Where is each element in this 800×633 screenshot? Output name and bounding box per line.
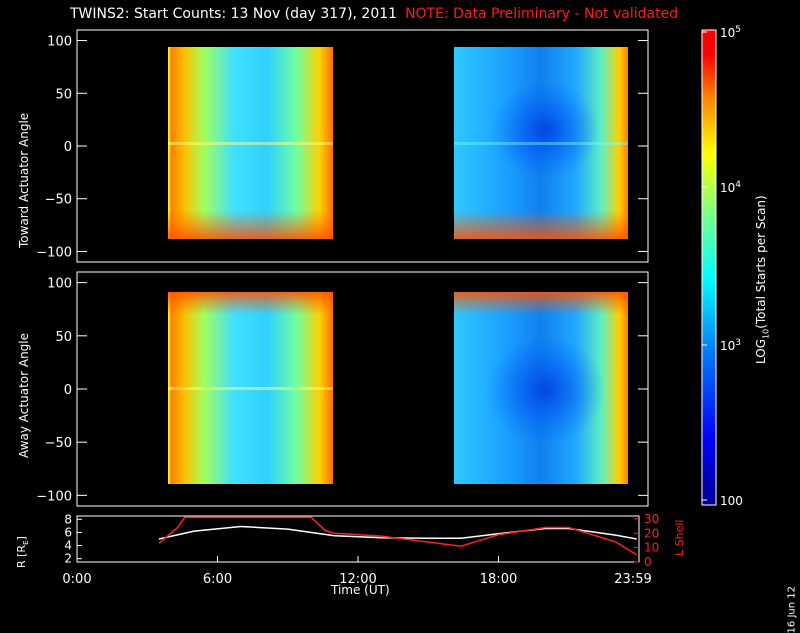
panel-away: 100 50 0 −50 −100 xyxy=(36,271,649,507)
panel1-heatmap-block-2 xyxy=(454,47,628,239)
xtick-label: 6:00 xyxy=(203,572,232,587)
title-note: NOTE: Data Preliminary - Not validated xyxy=(405,6,679,22)
panel1-ytick-label: 0 xyxy=(64,140,72,155)
colorbar-tick-label: 105 xyxy=(720,25,741,40)
title-main: TWINS2: Start Counts: 13 Nov (day 317), … xyxy=(70,6,398,22)
ephemeris-left-tick-label: 6 xyxy=(64,525,72,539)
panel1-ytick-label: 100 xyxy=(47,35,72,50)
xtick-label: 0:00 xyxy=(62,572,91,587)
colorbar: 105 104 103 100 xyxy=(701,25,743,508)
panel2-ytick-label: −100 xyxy=(36,489,72,504)
colorbar-gradient xyxy=(701,29,717,506)
ephemeris-left-tick-label: 4 xyxy=(64,539,72,553)
chart-title: TWINS2: Start Counts: 13 Nov (day 317), … xyxy=(70,6,678,22)
panel2-heatmap-block-2 xyxy=(454,292,628,484)
panel1-ytick-label: −100 xyxy=(36,245,72,260)
colorbar-tick-label: 103 xyxy=(720,338,741,353)
panel1-ytick-label: −50 xyxy=(45,193,72,208)
x-axis-label: Time (UT) xyxy=(331,583,390,597)
ephemeris-right-tick-label: 0 xyxy=(644,555,652,569)
r-line xyxy=(158,525,637,540)
panel2-ytick-label: 0 xyxy=(64,383,72,398)
colorbar-tick-label: 100 xyxy=(720,494,743,508)
xtick-label: 12:00 xyxy=(339,572,376,587)
ephemeris-right-tick-label: 20 xyxy=(644,526,659,540)
ephemeris-left-tick-label: 2 xyxy=(64,552,72,566)
ephemeris-left-tick-label: 8 xyxy=(64,512,72,526)
panel2-ytick-label: −50 xyxy=(45,436,72,451)
panel2-heatmap-block-1 xyxy=(168,292,333,484)
panel1-heatmap-block-1 xyxy=(168,47,333,239)
panel2-ytick-label: 50 xyxy=(55,330,72,345)
lshell-line xyxy=(158,516,638,556)
panel-toward: 100 50 0 −50 −100 xyxy=(36,29,649,263)
panel1-ytick-label: 50 xyxy=(55,87,72,102)
ephemeris-right-tick-label: 30 xyxy=(644,512,659,526)
panel2-ytick-label: 100 xyxy=(47,277,72,292)
xtick-label: 18:00 xyxy=(480,572,517,587)
xtick-label: 23:59 xyxy=(614,572,651,587)
ephemeris-right-tick-label: 10 xyxy=(644,541,659,555)
colorbar-tick-label: 104 xyxy=(720,180,741,195)
